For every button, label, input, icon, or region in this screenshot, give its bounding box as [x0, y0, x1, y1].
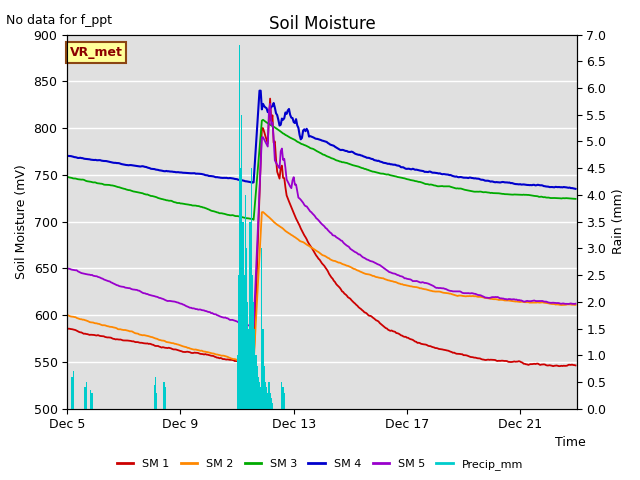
Bar: [90, 390, 92, 408]
Bar: [248, 328, 250, 408]
Bar: [156, 393, 157, 408]
Bar: [266, 387, 267, 408]
Bar: [239, 45, 240, 408]
Y-axis label: Soil Moisture (mV): Soil Moisture (mV): [15, 164, 28, 279]
Bar: [258, 377, 259, 408]
Bar: [268, 382, 269, 408]
Bar: [250, 222, 251, 408]
Bar: [260, 387, 261, 408]
Legend: SM 1, SM 2, SM 3, SM 4, SM 5, Precip_mm: SM 1, SM 2, SM 3, SM 4, SM 5, Precip_mm: [112, 455, 528, 474]
Bar: [155, 377, 156, 408]
Bar: [271, 398, 272, 408]
Bar: [154, 384, 155, 408]
Y-axis label: Rain (mm): Rain (mm): [612, 189, 625, 254]
Bar: [92, 393, 93, 408]
Bar: [255, 355, 257, 408]
Bar: [259, 382, 260, 408]
Bar: [272, 403, 273, 408]
Bar: [163, 382, 164, 408]
Bar: [164, 387, 166, 408]
Text: No data for f_ppt: No data for f_ppt: [6, 14, 113, 27]
Bar: [269, 393, 271, 408]
Bar: [86, 382, 87, 408]
Bar: [265, 382, 266, 408]
Bar: [261, 248, 262, 408]
Text: VR_met: VR_met: [70, 46, 123, 59]
Bar: [241, 115, 243, 408]
Bar: [284, 393, 285, 408]
Bar: [254, 328, 255, 408]
Title: Soil Moisture: Soil Moisture: [269, 15, 376, 33]
Bar: [251, 168, 252, 408]
Bar: [282, 387, 284, 408]
Bar: [262, 328, 264, 408]
Bar: [264, 366, 265, 408]
Bar: [244, 195, 246, 408]
Bar: [84, 387, 86, 408]
Bar: [240, 168, 241, 408]
Bar: [252, 275, 253, 408]
Bar: [246, 248, 247, 408]
Text: Time: Time: [555, 436, 586, 449]
Bar: [243, 222, 244, 408]
Bar: [253, 302, 254, 408]
Bar: [237, 275, 239, 408]
Bar: [247, 302, 248, 408]
Bar: [72, 371, 74, 408]
Bar: [267, 393, 268, 408]
Bar: [257, 366, 258, 408]
